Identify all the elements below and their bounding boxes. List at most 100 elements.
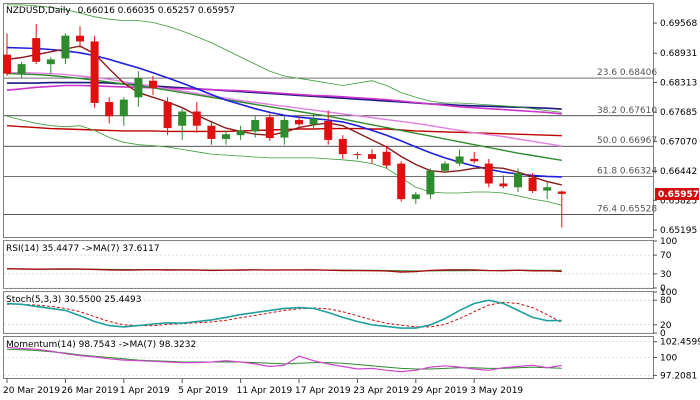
candle-body-bullish (46, 59, 55, 65)
stoch-k-line (6, 299, 562, 329)
last-price-badge (655, 188, 699, 200)
ohlc-readout: 0.66016 0.66035 0.65257 0.65957 (78, 6, 235, 16)
price-axis-label: 0.68931 (660, 49, 697, 59)
date-axis-label: 11 Apr 2019 (237, 386, 293, 396)
date-axis-label: 23 Apr 2019 (353, 386, 409, 396)
candle-body-bullish (280, 120, 289, 138)
candle-body-bearish (324, 120, 333, 140)
candle-body-bearish (528, 177, 537, 192)
momentum-line (6, 346, 562, 373)
candle-body-bearish (557, 191, 566, 194)
price-axis-label: 0.66442 (660, 167, 697, 177)
candle-body-bullish (411, 194, 420, 200)
stoch-d-line (7, 301, 563, 328)
moving-average-line (6, 72, 562, 161)
candle-body-bullish (17, 64, 26, 74)
rsi-line (6, 268, 562, 273)
candle-body-bearish (192, 111, 201, 126)
candle-body-bearish (368, 154, 376, 159)
candle-body-bearish (499, 183, 508, 187)
mom-axis-label: 100 (660, 354, 677, 364)
last-price-tag: 0.65957 (655, 188, 699, 200)
candle-body-bearish (295, 120, 303, 125)
candle-body-bearish (470, 158, 479, 162)
price-axis-label: 0.69568 (660, 19, 697, 29)
stoch-panel-frame (3, 291, 654, 334)
momentum-panel-title: Momentum(14) 98.7543 ->MA(7) 98.3232 (6, 340, 196, 350)
candle-body-bearish (105, 102, 114, 117)
rsi-indicator: 100 70 30 0 (4, 237, 677, 294)
candle-body-bullish (514, 173, 522, 188)
candle-body-bearish (265, 117, 274, 139)
candle-body-bearish (353, 154, 362, 156)
candle-body-bullish (134, 78, 143, 98)
date-x-axis: 20 Mar 2019 26 Mar 2019 1 Apr 2019 5 Apr 20… (3, 379, 523, 396)
rsi-axis-label: 30 (660, 270, 672, 280)
candle-body-bearish (382, 151, 391, 166)
momentum-ma-line (6, 348, 562, 370)
envelope-band-line (6, 115, 562, 206)
candle-body-bullish (178, 111, 187, 126)
chart-title: NZDUSD,Daily 0.66016 0.66035 0.65257 0.6… (6, 6, 235, 16)
envelope-band-line (7, 4, 562, 113)
rsi-axis-label: 100 (660, 237, 677, 247)
price-axis-label: 0.67685 (660, 108, 697, 118)
moving-average-line (7, 81, 562, 110)
candle-body-bearish (149, 80, 157, 88)
momentum-indicator: 102.4599 100 97.2081 (4, 338, 700, 381)
panel-frames (3, 3, 654, 379)
candle-body-bullish (119, 99, 128, 117)
fib-level-label: 50.0 0.66967 (597, 136, 657, 146)
candle-body-bearish (207, 125, 216, 139)
price-y-axis: 0.69568 0.68931 0.68313 0.67685 0.67070 0.664… (653, 19, 697, 236)
candle-body-bearish (90, 41, 99, 103)
date-axis-label: 17 Apr 2019 (295, 386, 351, 396)
date-axis-label: 1 Apr 2019 (120, 386, 170, 396)
candle-body-bullish (455, 156, 464, 164)
price-panel-frame (3, 3, 654, 238)
mom-axis-label: 97.2081 (660, 371, 697, 381)
stoch-panel-title: Stoch(5,3,3) 30.5500 25.4493 (6, 295, 141, 305)
date-axis-label: 20 Mar 2019 (3, 386, 60, 396)
date-axis-label: 5 Apr 2019 (178, 386, 228, 396)
price-axis-label: 0.65195 (660, 226, 697, 236)
price-axis-label: 0.68313 (660, 78, 697, 88)
candle-body-bullish (61, 35, 70, 59)
date-axis-label: 29 Apr 2019 (412, 386, 468, 396)
candle-body-bullish (426, 170, 435, 195)
candle-body-bearish (76, 35, 84, 42)
rsi-axis-label: 0 (660, 284, 666, 294)
stoch-axis-label: 0 (660, 329, 666, 339)
price-candles (3, 23, 566, 228)
rsi-panel-title: RSI(14) 35.4477 ->MA(7) 37.6117 (6, 244, 160, 254)
mom-axis-label: 102.4599 (660, 338, 700, 348)
stoch-axis-label: 80 (660, 296, 672, 306)
moving-average-line (6, 46, 562, 178)
date-axis-label: 3 May 2019 (470, 386, 523, 396)
price-axis-label: 0.67070 (660, 137, 697, 147)
candle-body-bullish (309, 118, 318, 125)
candle-body-bullish (236, 130, 245, 136)
stoch-axis-label: 100 (660, 288, 677, 298)
candle-body-bearish (163, 102, 172, 129)
candle-body-bearish (32, 38, 41, 62)
candle-body-bullish (543, 187, 552, 191)
fib-level-label: 61.8 0.66324 (597, 167, 657, 177)
candle-body-bearish (484, 163, 493, 184)
symbol-title: NZDUSD,Daily (6, 6, 71, 16)
stoch-axis-label: 20 (660, 321, 672, 331)
rsi-panel-frame (3, 240, 654, 289)
moving-average-line (6, 84, 562, 115)
last-price-label: 0.65957 (658, 190, 699, 200)
candle-body-bullish (251, 120, 260, 132)
candle-body-bullish (441, 163, 449, 171)
candle-body-bearish (397, 163, 406, 200)
date-axis-label: 26 Mar 2019 (61, 386, 118, 396)
rsi-axis-label: 70 (660, 251, 672, 261)
fib-level-label: 76.4 0.65528 (597, 204, 657, 214)
candle-body-bullish (222, 134, 230, 139)
fib-level-label: 23.6 0.68406 (597, 68, 657, 78)
fib-level-label: 38.2 0.67610 (597, 106, 657, 116)
moving-average-line (7, 72, 562, 147)
